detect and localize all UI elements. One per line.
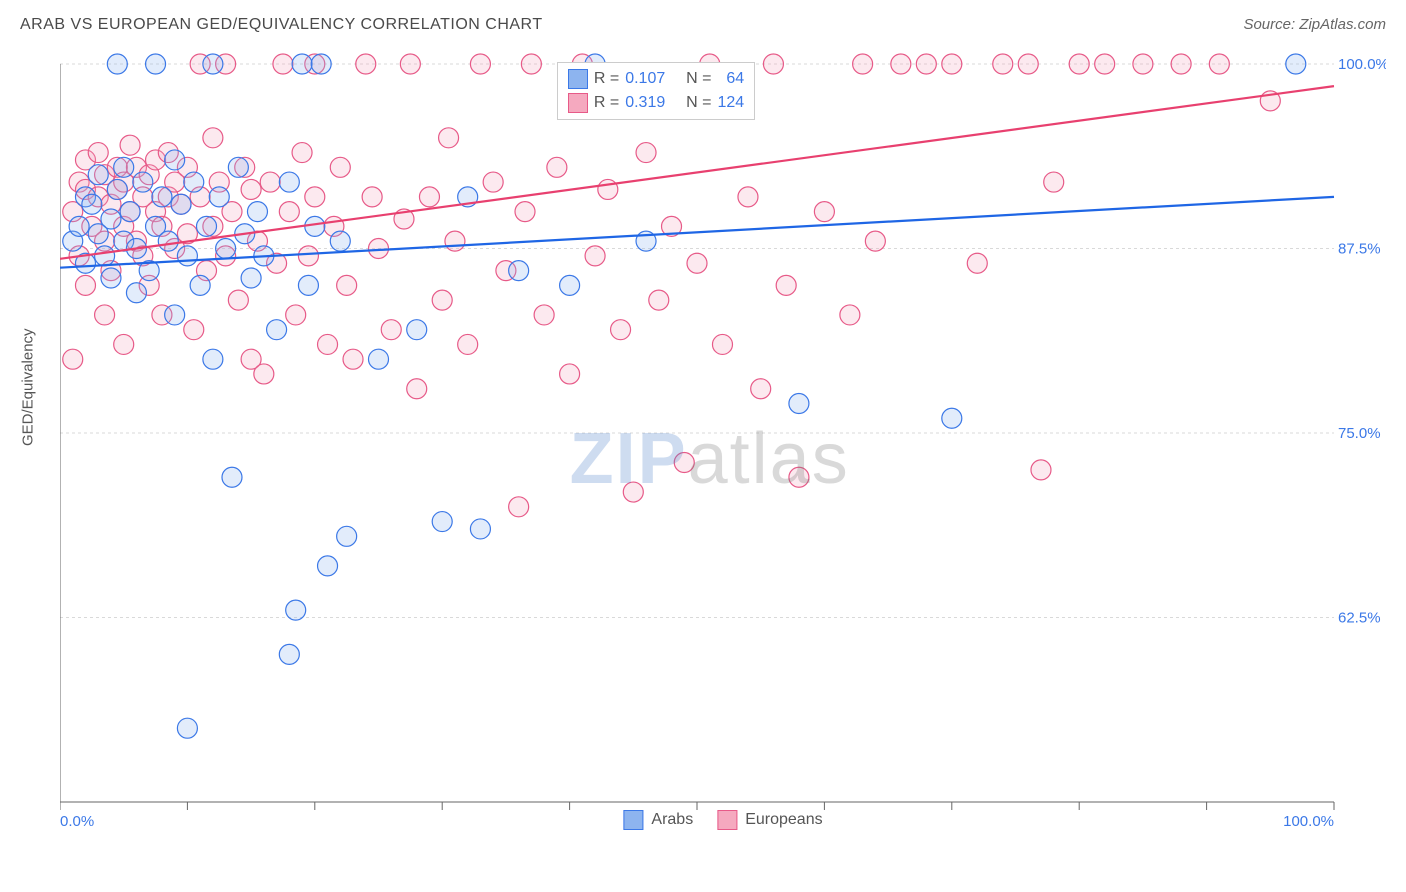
svg-text:100.0%: 100.0%: [1338, 56, 1386, 73]
bottom-legend: Arabs Europeans: [623, 810, 822, 830]
arabs-n-value: 64: [717, 70, 744, 88]
r-label: R =: [594, 70, 619, 88]
r-label: R =: [594, 94, 619, 112]
chart-title: ARAB VS EUROPEAN GED/EQUIVALENCY CORRELA…: [20, 16, 543, 34]
stats-row-europeans: R = 0.319 N = 124: [568, 91, 744, 115]
legend-item-arabs: Arabs: [623, 810, 693, 830]
arabs-legend-swatch-icon: [623, 810, 643, 830]
stats-row-arabs: R = 0.107 N = 64: [568, 67, 744, 91]
arabs-legend-label: Arabs: [651, 811, 693, 829]
svg-text:75.0%: 75.0%: [1338, 425, 1381, 442]
svg-text:87.5%: 87.5%: [1338, 241, 1381, 258]
legend-item-europeans: Europeans: [717, 810, 822, 830]
n-label: N =: [686, 94, 711, 112]
europeans-n-value: 124: [717, 94, 744, 112]
scatter-chart: 62.5% 75.0% 87.5% 100.0% 0.0% 100.0%: [60, 50, 1386, 840]
europeans-r-value: 0.319: [625, 94, 665, 112]
stats-box: R = 0.107 N = 64 R = 0.319 N = 124: [557, 62, 755, 120]
n-label: N =: [686, 70, 711, 88]
source-attribution: Source: ZipAtlas.com: [1243, 16, 1386, 33]
arabs-r-value: 0.107: [625, 70, 665, 88]
y-axis-label: GED/Equivalency: [20, 328, 37, 446]
europeans-swatch-icon: [568, 93, 588, 113]
plot-container: 62.5%75.0%87.5%100.0%0.0%100.0% ZIPatlas…: [60, 50, 1386, 836]
svg-text:100.0%: 100.0%: [1283, 813, 1334, 830]
svg-text:62.5%: 62.5%: [1338, 610, 1381, 627]
header-bar: ARAB VS EUROPEAN GED/EQUIVALENCY CORRELA…: [20, 16, 1386, 34]
svg-text:0.0%: 0.0%: [60, 813, 94, 830]
europeans-legend-label: Europeans: [745, 811, 822, 829]
europeans-legend-swatch-icon: [717, 810, 737, 830]
arabs-swatch-icon: [568, 69, 588, 89]
